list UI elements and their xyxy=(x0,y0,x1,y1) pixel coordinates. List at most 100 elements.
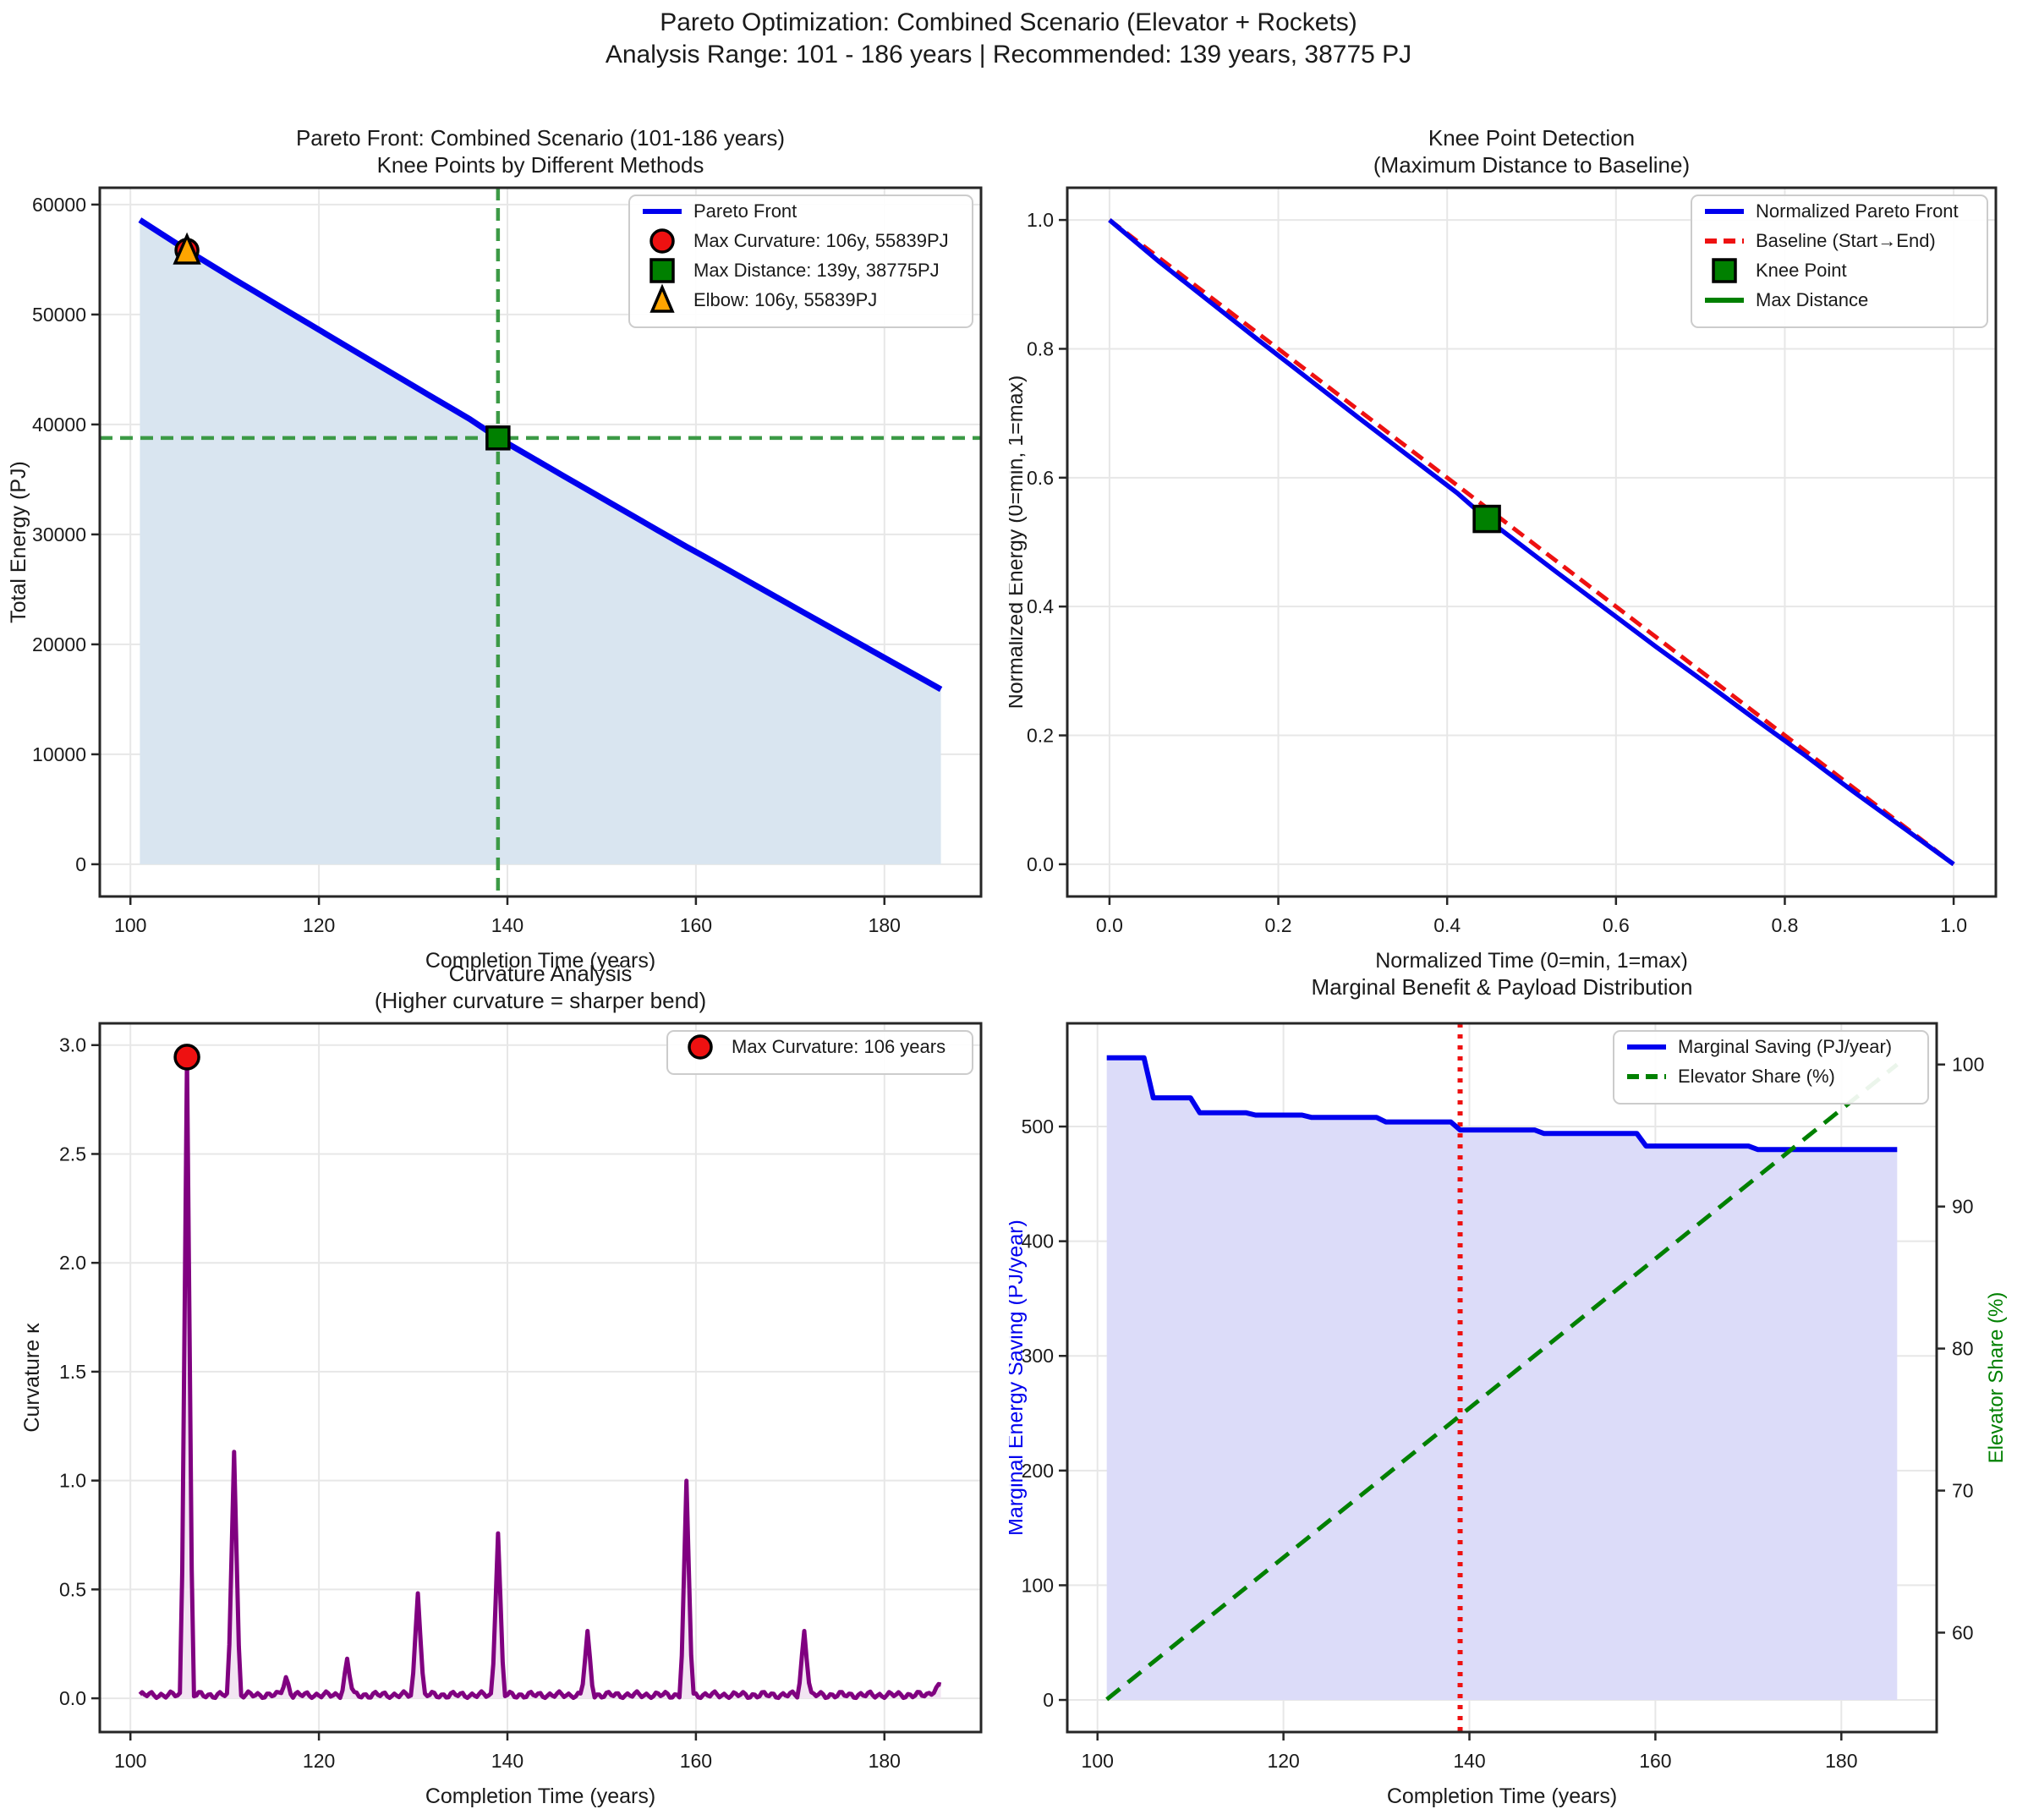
legend-label: Max Distance: 139y, 38775PJ xyxy=(693,260,940,281)
chart-marginal-benefit: 100 120 140 160 180 0 100 200 300 400 500 60 70 80 90 1… xyxy=(1004,954,2017,1816)
chart-title-line2: Knee Points by Different Methods xyxy=(377,152,704,178)
x-tick-label: 100 xyxy=(114,914,146,936)
x-tick-label: 120 xyxy=(1267,1750,1299,1772)
y-tick-label: 0.4 xyxy=(1027,595,1054,617)
series-Pareto Front xyxy=(138,217,943,693)
y-tick-label: 0.8 xyxy=(1027,337,1054,359)
y-tick-label: 2.0 xyxy=(59,1252,86,1274)
y-tick-label: 1.5 xyxy=(59,1361,86,1383)
y-tick-label: 400 xyxy=(1022,1231,1054,1253)
x-axis-label: Normalized Time (0=min, 1=max) xyxy=(1375,949,1688,971)
x-tick-label: 140 xyxy=(491,1750,523,1772)
y-tick-label: 0.5 xyxy=(59,1578,86,1600)
y-axis-label: Normalized Energy (0=min, 1=max) xyxy=(1009,376,1028,710)
y-tick-label: 50000 xyxy=(32,304,86,326)
y-tick-label: 2.5 xyxy=(59,1143,86,1165)
legend-label: Max Curvature: 106 years xyxy=(732,1036,945,1057)
right-tick-label: 100 xyxy=(1952,1054,1984,1076)
y-tick-label: 40000 xyxy=(32,414,86,436)
chart-title-line1: Marginal Benefit & Payload Distribution xyxy=(1312,974,1693,1000)
x-tick-label: 180 xyxy=(1825,1750,1857,1772)
chart-title-line1: Pareto Front: Combined Scenario (101-186… xyxy=(296,125,785,151)
legend: Marginal Saving (PJ/year) Elevator Share … xyxy=(1613,1030,1929,1105)
grid xyxy=(1067,188,1996,896)
legend-label: Max Distance xyxy=(1756,289,1868,310)
legend-label: Elevator Share (%) xyxy=(1678,1066,1835,1087)
y-axis-label: Curvature κ xyxy=(20,1323,44,1433)
right-tick-label: 70 xyxy=(1952,1480,1974,1502)
x-axis-label: Completion Time (years) xyxy=(425,949,655,971)
axes-spines xyxy=(98,186,983,898)
ticks: 0.0 0.2 0.4 0.6 0.8 1.0 0.0 0.2 0.4 0.6 0.8 1.0 xyxy=(1027,209,1967,936)
ticks: 100 120 140 160 180 0 10000 20000 30000 40000 5000… xyxy=(32,194,901,936)
legend-label: Pareto Front xyxy=(693,200,797,222)
y-tick-label: 0.6 xyxy=(1027,467,1054,489)
legend-swatch-square xyxy=(649,258,675,283)
legend-swatch-square xyxy=(1712,258,1737,283)
y-tick-label: 0 xyxy=(75,853,86,875)
plot-area xyxy=(138,1044,942,1701)
legend-label: Max Curvature: 106y, 55839PJ xyxy=(693,230,949,251)
chart-title-line2: (Higher curvature = sharper bend) xyxy=(375,988,706,1013)
axes-spines xyxy=(98,1022,983,1734)
legend-label: Elbow: 106y, 55839PJ xyxy=(693,289,877,310)
x-tick-label: 0.0 xyxy=(1096,914,1123,936)
x-tick-label: 160 xyxy=(680,914,712,936)
x-tick-label: 0.6 xyxy=(1603,914,1630,936)
plot-area xyxy=(1105,1023,1899,1732)
series-Curvature xyxy=(138,1054,942,1701)
x-tick-label: 160 xyxy=(680,1750,712,1772)
legend-swatch-triangle xyxy=(649,283,675,313)
x-tick-label: 120 xyxy=(303,914,335,936)
chart-svg-curvature: 100 120 140 160 180 0.0 0.5 1.0 1.5 2.0 2.5 3.0 Curv… xyxy=(20,961,983,1808)
suptitle-line1: Pareto Optimization: Combined Scenario (… xyxy=(660,8,1357,36)
x-tick-label: 140 xyxy=(491,914,523,936)
y-tick-label: 500 xyxy=(1022,1116,1054,1138)
legend: Normalized Pareto Front Baseline (Start→E… xyxy=(1691,195,1988,328)
ticks: 100 120 140 160 180 0 100 200 300 400 500 60 70 80 90 1… xyxy=(1022,1054,1985,1772)
y-tick-label: 100 xyxy=(1022,1574,1054,1596)
y-tick-label: 0.0 xyxy=(59,1687,86,1709)
series-Elevator Share (%) xyxy=(1105,1062,1899,1702)
marker-square xyxy=(1472,504,1501,534)
legend-swatch-circle xyxy=(649,228,675,254)
x-tick-label: 160 xyxy=(1639,1750,1671,1772)
series-Baseline (Start→End) xyxy=(1108,218,1955,866)
x-tick-label: 180 xyxy=(869,914,901,936)
x-tick-label: 0.8 xyxy=(1771,914,1798,936)
ticks: 100 120 140 160 180 0.0 0.5 1.0 1.5 2.0 2.5 3.0 xyxy=(59,1034,901,1772)
legend-label: Baseline (Start→End) xyxy=(1756,230,1936,251)
x-tick-label: 140 xyxy=(1453,1750,1485,1772)
series-Marginal Saving (PJ/year) xyxy=(1106,1055,1898,1153)
y-tick-label: 3.0 xyxy=(59,1034,86,1056)
legend-label: Knee Point xyxy=(1756,260,1847,281)
x-tick-label: 120 xyxy=(303,1750,335,1772)
x-tick-label: 100 xyxy=(114,1750,146,1772)
figure-suptitle: Pareto Optimization: Combined Scenario (… xyxy=(0,7,2017,71)
right-tick-label: 80 xyxy=(1952,1338,1974,1360)
x-tick-label: 0.4 xyxy=(1433,914,1461,936)
axes-spines xyxy=(1066,186,1998,898)
chart-svg-marginal: 100 120 140 160 180 0 100 200 300 400 500 60 70 80 90 1… xyxy=(1004,974,2008,1808)
right-axis-label: Elevator Share (%) xyxy=(1985,1292,2008,1464)
legend-label: Marginal Saving (PJ/year) xyxy=(1678,1036,1892,1057)
chart-pareto-front: 100 120 140 160 180 0 10000 20000 30000 40000 5000… xyxy=(0,117,1008,973)
axes-spines xyxy=(1066,1022,1938,1734)
chart-knee-detection: 0.0 0.2 0.4 0.6 0.8 1.0 0.0 0.2 0.4 0.6 0.8 1.0 Knee… xyxy=(1004,117,2017,973)
suptitle-line2: Analysis Range: 101 - 186 years | Recomm… xyxy=(605,41,1412,69)
chart-curvature-analysis: 100 120 140 160 180 0.0 0.5 1.0 1.5 2.0 2.5 3.0 Curv… xyxy=(0,954,1008,1816)
x-tick-label: 100 xyxy=(1082,1750,1114,1772)
chart-svg-pareto-front: 100 120 140 160 180 0 10000 20000 30000 40000 5000… xyxy=(7,125,983,973)
area-Pareto Front xyxy=(140,220,941,864)
plot-area xyxy=(1108,217,1955,867)
chart-title-line2: (Maximum Distance to Baseline) xyxy=(1373,152,1690,178)
y-tick-label: 0.2 xyxy=(1027,725,1054,747)
y-tick-label: 0.0 xyxy=(1027,853,1054,875)
legend-label: Normalized Pareto Front xyxy=(1756,200,1959,222)
plot-area xyxy=(100,188,981,896)
x-tick-label: 180 xyxy=(869,1750,901,1772)
y-tick-label: 0 xyxy=(1043,1689,1054,1711)
marker-circle xyxy=(173,1044,200,1071)
marker-square xyxy=(485,425,511,451)
y-tick-label: 1.0 xyxy=(1027,209,1054,231)
